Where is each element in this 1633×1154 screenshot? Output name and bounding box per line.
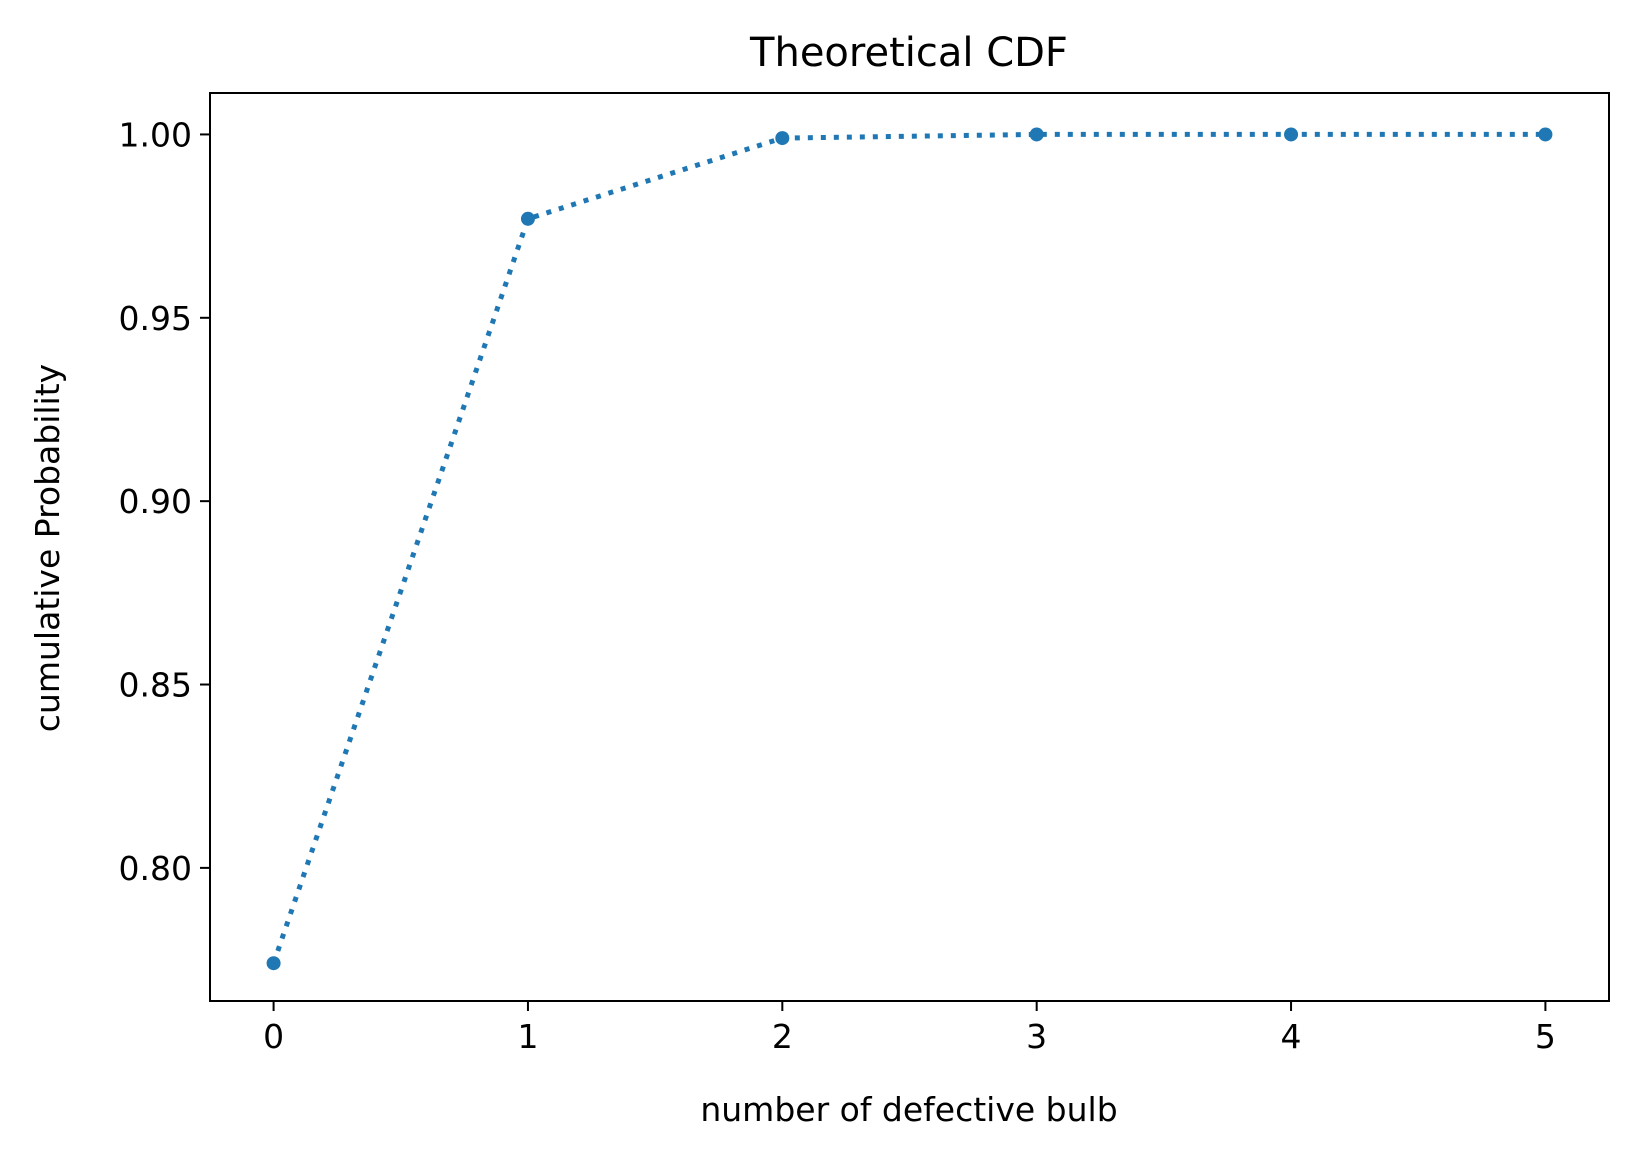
data-point-1	[520, 211, 535, 226]
x-tick-label-3: 3	[1026, 1017, 1047, 1056]
y-tick-label-2: 0.90	[119, 482, 192, 521]
plot-area: 0 1 2 3 4 5 0.80 0.85 0.90 0.95 1.00	[119, 92, 1610, 1056]
y-tick-label-0: 0.80	[119, 849, 192, 888]
x-tick-label-4: 4	[1281, 1017, 1302, 1056]
data-point-3	[1029, 127, 1044, 142]
data-point-4	[1284, 127, 1299, 142]
x-tick-label-1: 1	[517, 1017, 538, 1056]
data-point-2	[775, 131, 790, 146]
y-axis-label: cumulative Probability	[28, 364, 67, 732]
y-tick-label-3: 0.95	[119, 299, 192, 338]
x-tick-label-2: 2	[772, 1017, 793, 1056]
y-tick-label-4: 1.00	[119, 115, 192, 154]
axes-frame	[209, 92, 1610, 1002]
data-point-0	[266, 956, 281, 971]
data-point-5	[1538, 127, 1553, 142]
chart-title: Theoretical CDF	[749, 30, 1068, 76]
x-axis-label: number of defective bulb	[700, 1090, 1117, 1129]
y-tick-label-1: 0.85	[119, 666, 192, 705]
series-line	[271, 131, 1546, 965]
x-tick-label-0: 0	[263, 1017, 284, 1056]
x-tick-label-5: 5	[1535, 1017, 1556, 1056]
